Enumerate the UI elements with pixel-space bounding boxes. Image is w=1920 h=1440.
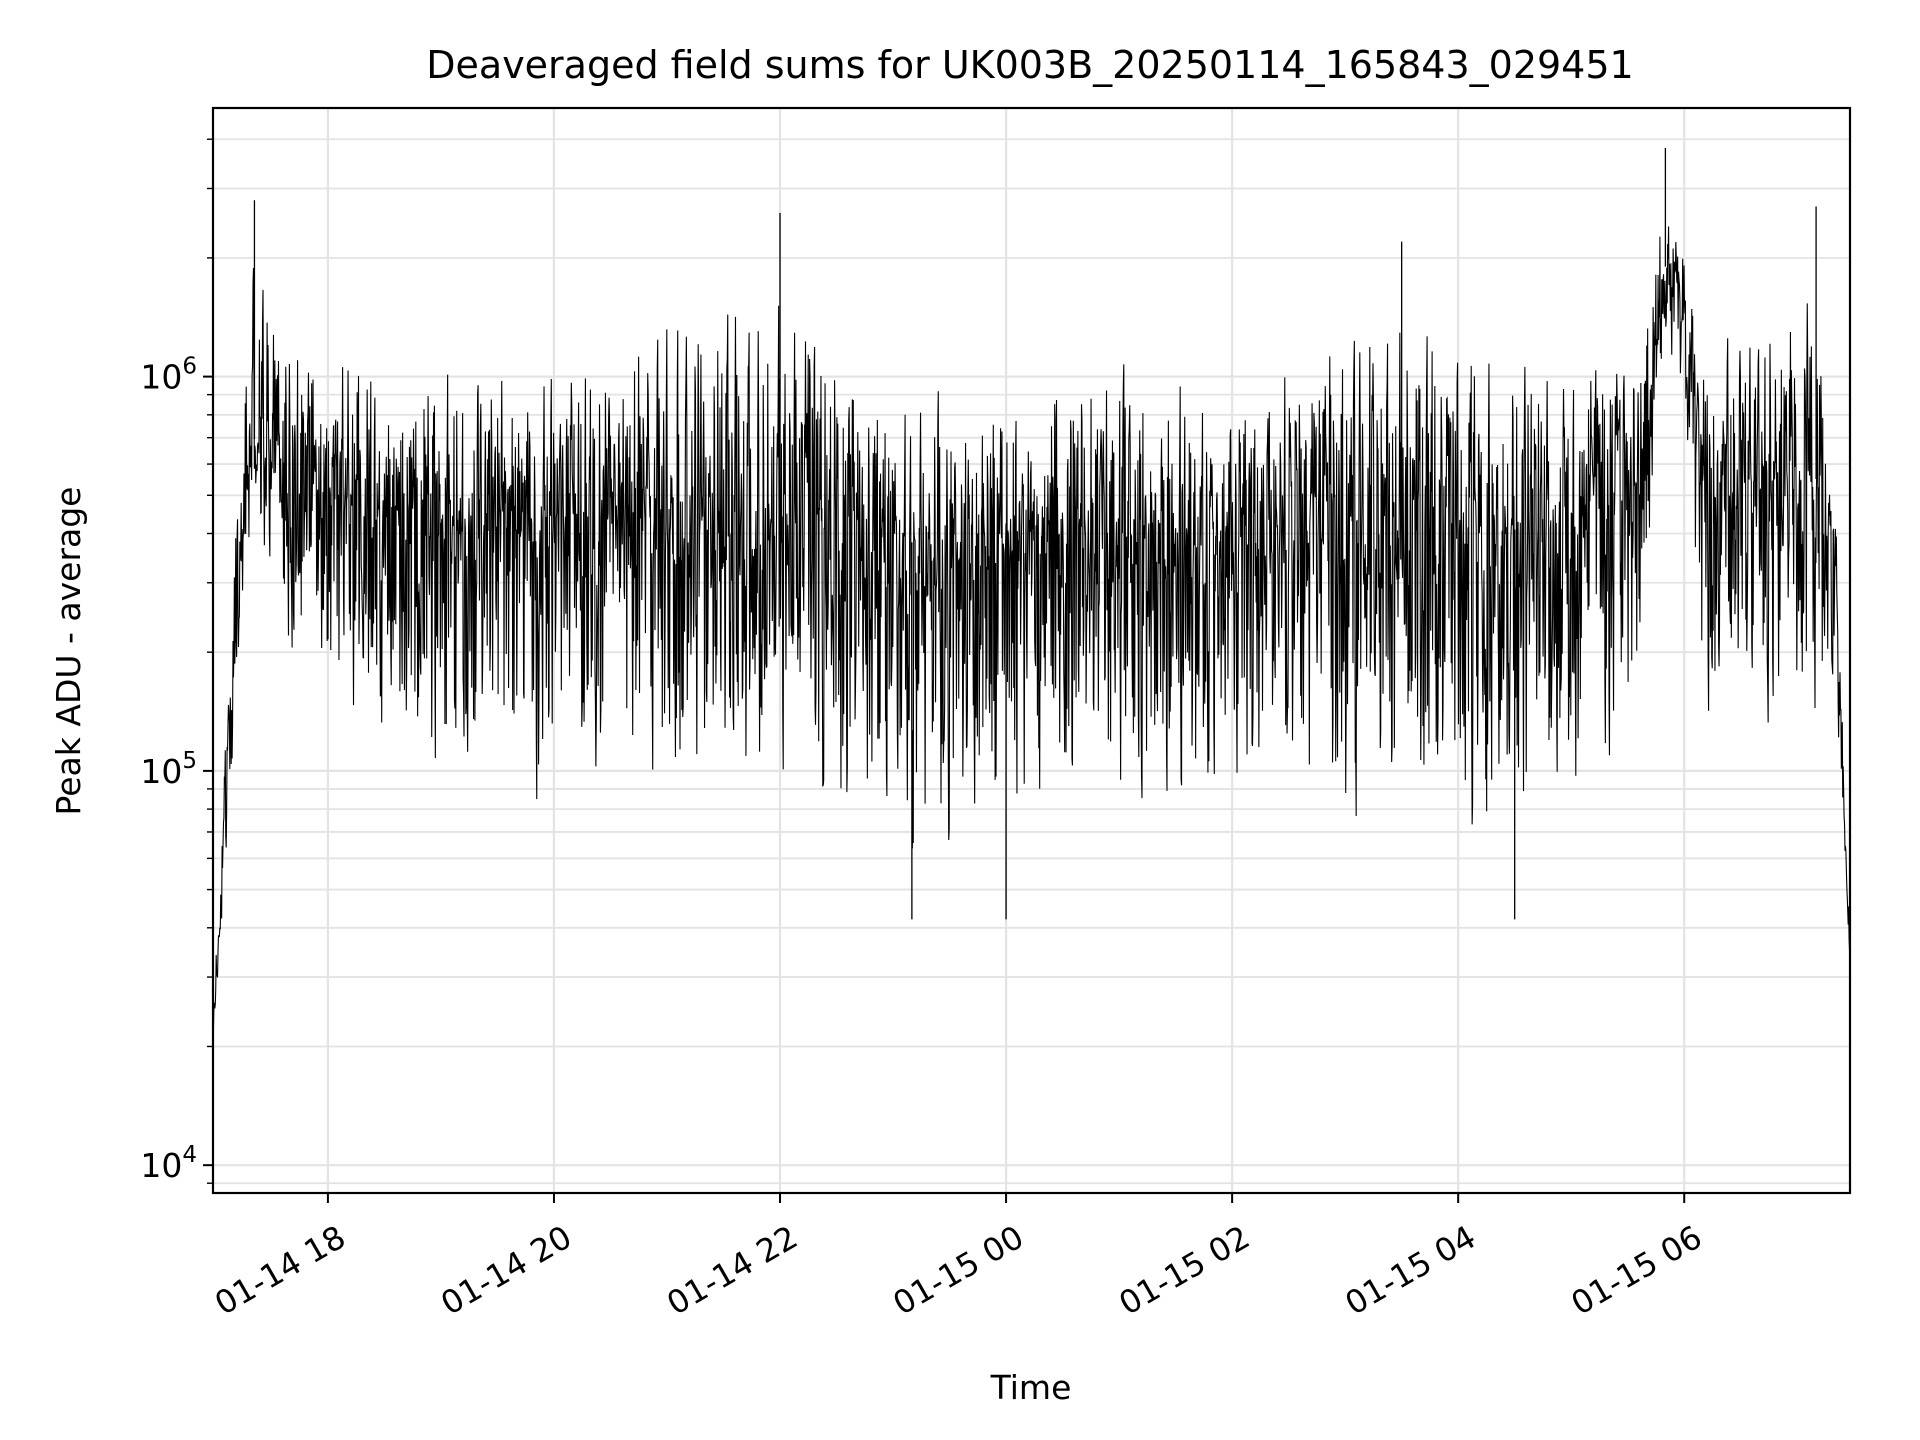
- series-line: [212, 226, 1851, 1030]
- chart-title: Deaveraged field sums for UK003B_2025011…: [426, 43, 1633, 87]
- y-tick-label: 105: [140, 748, 197, 791]
- y-tick-exponent: 5: [182, 748, 197, 774]
- y-tick-label: 106: [140, 354, 197, 397]
- y-tick-exponent: 6: [182, 354, 197, 380]
- y-tick-exponent: 4: [182, 1142, 197, 1168]
- y-tick-base: 10: [140, 752, 182, 791]
- x-axis-label: Time: [990, 1368, 1072, 1407]
- y-tick-base: 10: [140, 358, 182, 397]
- y-axis-label: Peak ADU - average: [49, 487, 88, 816]
- y-tick-base: 10: [140, 1146, 182, 1185]
- plot-line-series: [212, 148, 1851, 1030]
- y-tick-label: 104: [140, 1142, 197, 1185]
- plot-frame: [211, 106, 1852, 1195]
